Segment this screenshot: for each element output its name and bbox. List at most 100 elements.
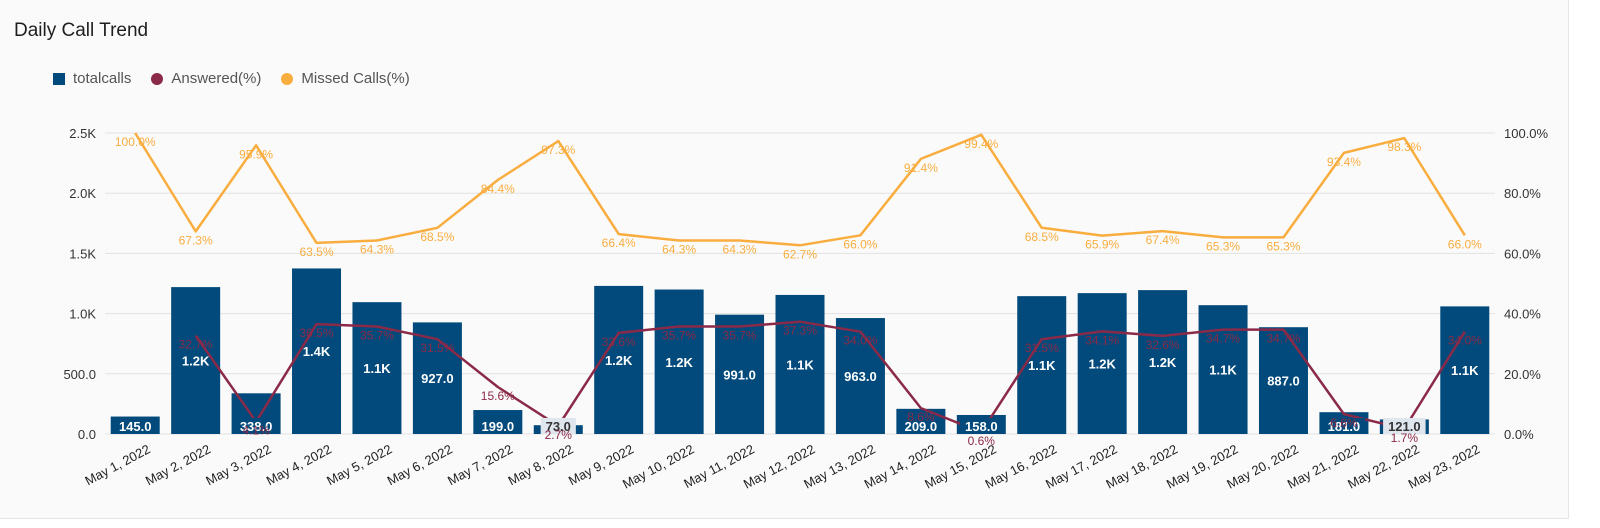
legend-item-missed[interactable]: Missed Calls(%) xyxy=(281,70,410,87)
answered-data-label: 4.1% xyxy=(242,424,270,438)
bar-label-bg xyxy=(899,418,943,434)
bar-value-label: 1.2K xyxy=(1088,357,1116,372)
bar-value-label: 1.2K xyxy=(1149,355,1177,370)
answered-data-label: 34.0% xyxy=(843,334,877,348)
bar-value-label: 1.1K xyxy=(363,361,391,376)
bar-value-label: 209.0 xyxy=(905,419,938,434)
bar-label-bg xyxy=(113,418,157,434)
missed-calls-data-label: 62.7% xyxy=(783,247,817,261)
missed-calls-data-label: 84.4% xyxy=(481,182,515,196)
answered-line xyxy=(194,320,1466,434)
answered-data-label: 35.7% xyxy=(360,329,394,343)
y-right-tick-label: 0.0% xyxy=(1504,427,1534,442)
y-right-tick-label: 100.0% xyxy=(1504,126,1549,141)
chart-legend: totalcalls Answered(%) Missed Calls(%) xyxy=(53,70,430,87)
bar-value-label: 991.0 xyxy=(723,367,756,382)
answered-data-label: 34.1% xyxy=(1085,333,1119,347)
legend-item-totalcalls[interactable]: totalcalls xyxy=(53,70,131,87)
answered-data-label: 32.6% xyxy=(1146,338,1180,352)
y-right-tick-label: 80.0% xyxy=(1504,186,1541,201)
answered-data-label: 2.7% xyxy=(545,428,573,442)
missed-calls-data-label: 99.4% xyxy=(964,137,998,151)
bar-value-label: 1.1K xyxy=(1209,363,1237,378)
answered-data-label: 37.3% xyxy=(783,324,817,338)
answered-data-label: 33.6% xyxy=(602,335,636,349)
bar xyxy=(1258,327,1308,434)
bar-value-label: 1.2K xyxy=(605,353,633,368)
chart-title: Daily Call Trend xyxy=(14,20,149,41)
missed-calls-data-label: 100.0% xyxy=(115,135,156,149)
bar-value-label: 181.0 xyxy=(1328,419,1361,434)
missed-calls-data-label: 66.0% xyxy=(843,237,877,251)
bar-label-bg xyxy=(234,418,278,434)
bar-value-label: 1.2K xyxy=(182,354,210,369)
bar-label-bg xyxy=(960,418,1003,434)
bar-value-label: 338.0 xyxy=(240,419,273,434)
missed-calls-data-label: 93.4% xyxy=(1327,155,1361,169)
x-tick-label: May 2, 2022 xyxy=(143,441,213,488)
bar-value-label: 121.0 xyxy=(1388,419,1421,434)
answered-data-label: 35.7% xyxy=(662,329,696,343)
bar xyxy=(1440,306,1490,434)
answered-data-label: 34.7% xyxy=(1266,332,1300,346)
answered-data-label: 15.6% xyxy=(481,389,515,403)
legend-swatch-answered xyxy=(151,72,164,85)
bar-value-label: 963.0 xyxy=(844,369,877,384)
answered-data-label: 1.7% xyxy=(1391,431,1419,445)
bar-value-label: 927.0 xyxy=(421,371,454,386)
y-right-tick-label: 60.0% xyxy=(1504,246,1541,261)
bar-label-bg xyxy=(540,418,576,434)
legend-label-answered: Answered(%) xyxy=(171,70,262,87)
y-left-tick-label: 0.0 xyxy=(78,427,96,442)
bar-value-label: 145.0 xyxy=(119,419,152,434)
bar-value-label: 73.0 xyxy=(546,419,571,434)
bar-value-label: 1.2K xyxy=(665,355,693,370)
answered-data-label: 36.5% xyxy=(300,326,334,340)
bar xyxy=(1077,293,1127,434)
x-tick-label: May 8, 2022 xyxy=(505,441,575,488)
x-tick-label: May 1, 2022 xyxy=(82,441,152,488)
bar xyxy=(715,314,765,434)
bar xyxy=(775,294,825,434)
missed-calls-data-label: 65.3% xyxy=(1266,239,1300,253)
bar-value-label: 887.0 xyxy=(1267,374,1300,389)
y-left-tick-label: 1.0K xyxy=(69,307,96,322)
bar-value-label: 1.4K xyxy=(303,344,331,359)
missed-calls-data-label: 65.9% xyxy=(1085,238,1119,252)
bar-value-label: 1.1K xyxy=(786,357,814,372)
answered-data-label: 34.0% xyxy=(1448,334,1482,348)
y-right-tick-label: 40.0% xyxy=(1504,307,1541,322)
bar-value-label: 199.0 xyxy=(482,419,515,434)
bar xyxy=(1198,305,1248,434)
missed-calls-data-label: 68.5% xyxy=(1025,230,1059,244)
y-left-tick-label: 2.5K xyxy=(69,126,96,141)
answered-data-label: 32.7% xyxy=(179,338,213,352)
y-right-tick-label: 20.0% xyxy=(1504,367,1541,382)
missed-calls-data-label: 97.3% xyxy=(541,143,575,157)
bar-value-label: 1.1K xyxy=(1451,363,1479,378)
missed-calls-data-label: 64.3% xyxy=(360,242,394,256)
missed-calls-data-label: 63.5% xyxy=(300,245,334,259)
bar-label-bg xyxy=(476,418,520,434)
answered-data-label: 31.5% xyxy=(1025,341,1059,355)
bar-label-bg xyxy=(1322,418,1366,434)
x-tick-label: May 5, 2022 xyxy=(324,441,394,488)
answered-data-label: 6.6% xyxy=(1330,416,1358,430)
bar xyxy=(835,318,885,434)
missed-calls-data-label: 68.5% xyxy=(420,230,454,244)
answered-data-label: 8.6% xyxy=(907,410,935,424)
answered-data-label: 34.7% xyxy=(1206,332,1240,346)
legend-label-missed: Missed Calls(%) xyxy=(301,70,410,87)
missed-calls-data-label: 66.4% xyxy=(602,236,636,250)
missed-calls-data-label: 67.3% xyxy=(179,233,213,247)
answered-data-label: 31.5% xyxy=(420,341,454,355)
x-tick-label: May 3, 2022 xyxy=(203,441,273,488)
missed-calls-data-label: 91.4% xyxy=(904,161,938,175)
x-tick-label: May 4, 2022 xyxy=(264,441,334,488)
y-left-tick-label: 2.0K xyxy=(69,186,96,201)
legend-item-answered[interactable]: Answered(%) xyxy=(151,70,261,87)
x-tick-label: May 7, 2022 xyxy=(445,441,515,488)
missed-calls-data-label: 66.0% xyxy=(1448,237,1482,251)
missed-calls-data-label: 64.3% xyxy=(723,242,757,256)
